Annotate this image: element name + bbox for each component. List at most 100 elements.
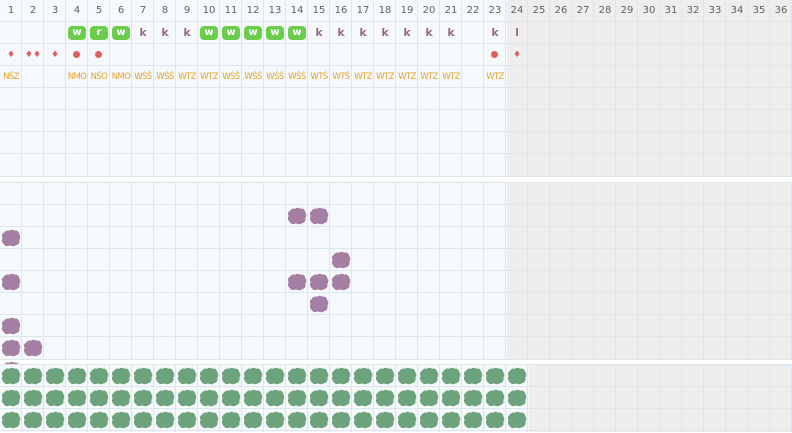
day-header-11[interactable]: 11 [224,5,238,16]
green-blob-marker[interactable] [221,367,241,385]
green-blob-marker[interactable] [67,367,87,385]
green-blob-marker[interactable] [89,389,109,407]
day-header-20[interactable]: 20 [422,5,436,16]
green-blob-marker[interactable] [45,389,65,407]
red-dot-marker[interactable] [491,51,498,58]
green-blob-marker[interactable] [309,389,329,407]
purple-blob-marker[interactable] [331,251,351,269]
green-blob-marker[interactable] [23,411,43,429]
activity-letter-k[interactable]: k [315,26,323,39]
green-blob-marker[interactable] [221,411,241,429]
observation-code[interactable]: WTZ [376,72,394,82]
observation-code[interactable]: WŚŚ [222,72,240,82]
green-blob-marker[interactable] [45,367,65,385]
green-blob-marker[interactable] [155,389,175,407]
activity-chip-r[interactable]: r [90,26,108,40]
green-blob-marker[interactable] [463,389,483,407]
activity-letter-k[interactable]: k [161,26,169,39]
green-blob-marker[interactable] [485,367,505,385]
day-header-27[interactable]: 27 [576,5,590,16]
purple-blob-marker[interactable] [309,273,329,291]
green-blob-marker[interactable] [133,389,153,407]
green-blob-marker[interactable] [397,367,417,385]
activity-chip-w[interactable]: w [112,26,130,40]
day-header-23[interactable]: 23 [488,5,502,16]
green-blob-marker[interactable] [287,389,307,407]
purple-blob-marker[interactable] [1,273,21,291]
green-blob-marker[interactable] [89,411,109,429]
day-header-32[interactable]: 32 [686,5,700,16]
green-blob-marker[interactable] [419,411,439,429]
green-blob-marker[interactable] [1,367,21,385]
green-blob-marker[interactable] [375,411,395,429]
green-blob-marker[interactable] [155,367,175,385]
day-header-29[interactable]: 29 [620,5,634,16]
day-header-16[interactable]: 16 [334,5,348,16]
green-blob-marker[interactable] [331,367,351,385]
activity-letter-k[interactable]: k [183,26,191,39]
observation-code[interactable]: WŚŚ [156,72,174,82]
green-blob-marker[interactable] [243,411,263,429]
green-blob-marker[interactable] [309,411,329,429]
purple-blob-marker[interactable] [331,273,351,291]
purple-blob-marker[interactable] [23,339,43,357]
green-blob-marker[interactable] [23,389,43,407]
day-header-35[interactable]: 35 [752,5,766,16]
day-header-4[interactable]: 4 [73,5,81,16]
day-header-13[interactable]: 13 [268,5,282,16]
green-blob-marker[interactable] [243,389,263,407]
green-blob-marker[interactable] [265,367,285,385]
observation-code[interactable]: NŚO [90,72,108,82]
drop-icon[interactable]: ♦ [6,50,16,60]
green-blob-marker[interactable] [199,389,219,407]
day-header-7[interactable]: 7 [139,5,147,16]
day-header-5[interactable]: 5 [95,5,103,16]
observation-code[interactable]: WTZ [354,72,372,82]
activity-chip-w[interactable]: w [68,26,86,40]
observation-code[interactable]: WTŚ [310,72,328,82]
green-blob-marker[interactable] [177,389,197,407]
day-header-26[interactable]: 26 [554,5,568,16]
day-header-36[interactable]: 36 [774,5,788,16]
activity-letter-k[interactable]: k [139,26,147,39]
purple-blob-marker[interactable] [1,339,21,357]
day-header-18[interactable]: 18 [378,5,392,16]
green-blob-marker[interactable] [419,367,439,385]
drop-icon[interactable]: ♦ [512,50,522,60]
green-blob-marker[interactable] [331,411,351,429]
green-blob-marker[interactable] [67,411,87,429]
green-blob-marker[interactable] [353,411,373,429]
activity-chip-w[interactable]: w [244,26,262,40]
day-header-22[interactable]: 22 [466,5,480,16]
activity-letter-l[interactable]: l [515,26,519,39]
observation-code[interactable]: WTZ [200,72,218,82]
green-blob-marker[interactable] [221,389,241,407]
day-header-31[interactable]: 31 [664,5,678,16]
activity-letter-k[interactable]: k [359,26,367,39]
purple-blob-marker[interactable] [287,207,307,225]
day-header-24[interactable]: 24 [510,5,524,16]
green-blob-marker[interactable] [507,389,527,407]
green-blob-marker[interactable] [199,411,219,429]
day-header-33[interactable]: 33 [708,5,722,16]
green-blob-marker[interactable] [463,367,483,385]
green-blob-marker[interactable] [441,367,461,385]
green-blob-marker[interactable] [177,367,197,385]
observation-code[interactable]: WŚŚ [266,72,284,82]
observation-code[interactable]: WTŚ [332,72,350,82]
activity-letter-k[interactable]: k [337,26,345,39]
day-header-30[interactable]: 30 [642,5,656,16]
activity-chip-w[interactable]: w [288,26,306,40]
purple-blob-marker[interactable] [309,295,329,313]
activity-chip-w[interactable]: w [266,26,284,40]
green-blob-marker[interactable] [397,389,417,407]
green-blob-marker[interactable] [287,367,307,385]
green-blob-marker[interactable] [397,411,417,429]
green-blob-marker[interactable] [199,367,219,385]
green-blob-marker[interactable] [177,411,197,429]
observation-code[interactable]: NMO [111,72,131,82]
green-blob-marker[interactable] [353,367,373,385]
green-blob-marker[interactable] [331,389,351,407]
green-blob-marker[interactable] [485,411,505,429]
day-header-6[interactable]: 6 [117,5,125,16]
